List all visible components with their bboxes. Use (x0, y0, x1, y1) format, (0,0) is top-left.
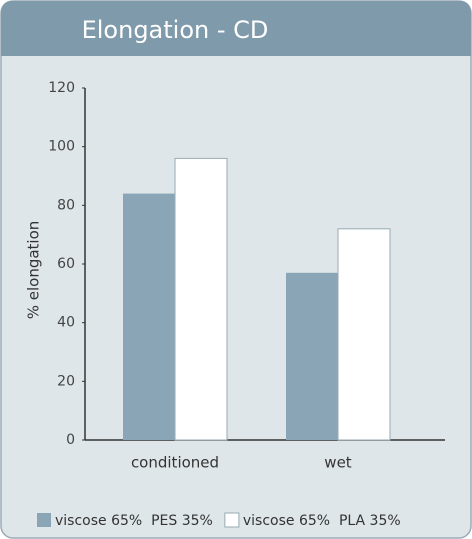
legend-swatch (37, 513, 51, 527)
bar (123, 193, 175, 440)
bar (174, 157, 228, 441)
y-tick-label: 40 (57, 315, 75, 331)
legend-label: viscose 65% PLA 35% (243, 513, 401, 529)
legend-label: viscose 65% PES 35% (55, 513, 213, 529)
legend-swatch (224, 512, 240, 528)
y-tick-label: 20 (57, 373, 75, 389)
bar (286, 272, 338, 440)
y-tick-label: 60 (57, 256, 75, 272)
y-tick-label: 80 (57, 197, 75, 213)
x-tick-label: wet (324, 454, 351, 472)
bar (337, 228, 391, 441)
chart-title: Elongation - CD (82, 16, 269, 44)
y-tick-label: 0 (66, 432, 75, 448)
y-axis-label: % elongation (25, 221, 43, 320)
y-tick-label: 120 (48, 80, 75, 96)
y-tick-label: 100 (48, 139, 75, 155)
header-bar (1, 1, 471, 56)
x-tick-label: conditioned (131, 454, 219, 472)
